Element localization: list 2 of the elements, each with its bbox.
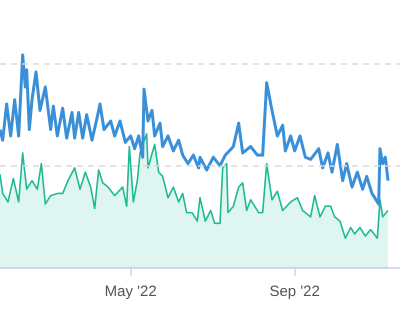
x-tick-label: May '22 (104, 283, 157, 300)
x-tick-label: Sep '22 (269, 283, 320, 300)
